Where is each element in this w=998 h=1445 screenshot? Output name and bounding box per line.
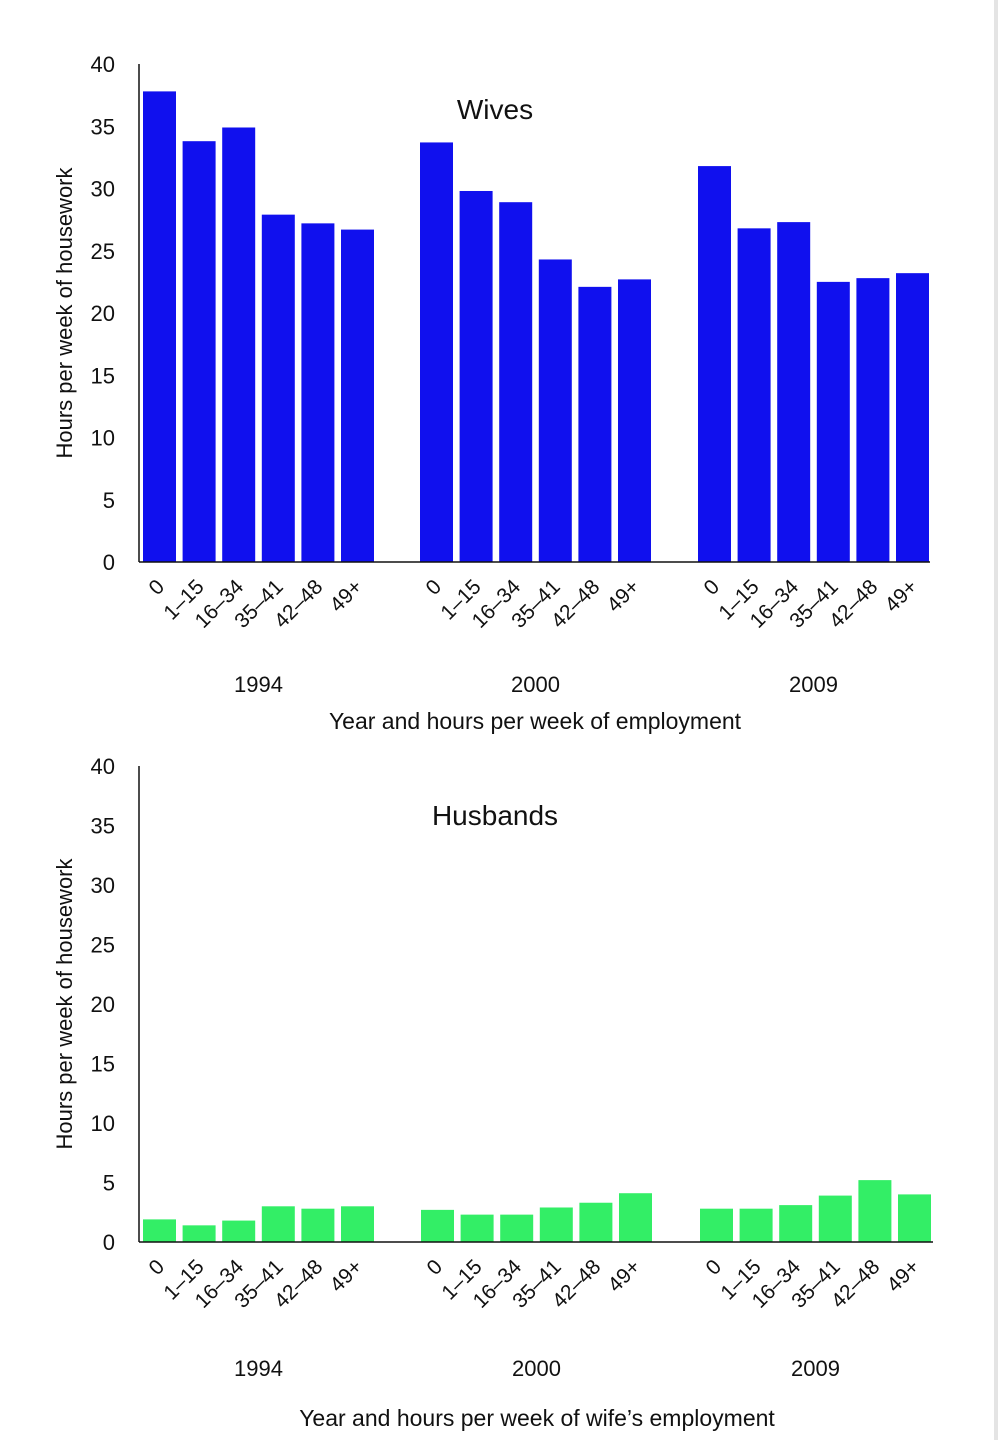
y-tick-label: 15 bbox=[91, 1052, 115, 1077]
bar-2009-1 bbox=[737, 228, 771, 562]
year-group-label: 2009 bbox=[791, 1356, 840, 1381]
wives-chart: 0 5 10 15 20 25 30 35 40 Hours per week of housew… bbox=[52, 52, 930, 734]
y-tick-label: 0 bbox=[103, 550, 115, 575]
bar-2009-1 bbox=[739, 1208, 773, 1242]
y-tick-label: 25 bbox=[91, 239, 115, 264]
year-group-label: 2000 bbox=[511, 672, 560, 697]
y-tick-label: 20 bbox=[91, 992, 115, 1017]
page-edge-divider bbox=[994, 0, 998, 1440]
bar-1994-1 bbox=[182, 1225, 216, 1242]
y-tick-label: 5 bbox=[103, 488, 115, 513]
husbands-chart-svg: 0 5 10 15 20 25 30 35 40 Hours per week of housew… bbox=[52, 754, 933, 1431]
bar-2009-0 bbox=[700, 1208, 733, 1242]
category-tick-label: 49+ bbox=[883, 1255, 924, 1296]
y-tick-label: 30 bbox=[91, 177, 115, 202]
bar-2000-0 bbox=[420, 142, 453, 562]
year-group-label: 1994 bbox=[234, 672, 283, 697]
bar-2000-1 bbox=[459, 190, 493, 563]
bar-2000-4 bbox=[579, 1202, 613, 1242]
category-tick-label: 49+ bbox=[603, 575, 644, 616]
y-tick-label: 0 bbox=[103, 1230, 115, 1255]
year-group-label: 2000 bbox=[512, 1356, 561, 1381]
category-tick-label: 49+ bbox=[326, 575, 367, 616]
bar-1994-0 bbox=[143, 1219, 176, 1242]
bar-2009-0 bbox=[698, 166, 731, 562]
bar-2000-3 bbox=[539, 1207, 573, 1242]
bar-1994-5 bbox=[341, 1206, 374, 1242]
bar-1994-4 bbox=[301, 223, 335, 563]
category-tick-label: 49+ bbox=[326, 1255, 367, 1296]
y-tick-label: 30 bbox=[91, 873, 115, 898]
bar-1994-1 bbox=[182, 141, 216, 562]
y-tick-label: 20 bbox=[91, 301, 115, 326]
bar-1994-3 bbox=[261, 1206, 295, 1242]
bar-2000-2 bbox=[499, 202, 533, 562]
bar-2000-0 bbox=[421, 1209, 454, 1242]
bar-2000-1 bbox=[460, 1214, 494, 1242]
x-axis-label: Year and hours per week of employment bbox=[329, 708, 742, 734]
category-tick-label: 0 bbox=[145, 1255, 170, 1280]
y-tick-label: 15 bbox=[91, 363, 115, 388]
bar-2009-4 bbox=[856, 278, 890, 562]
chart-title: Husbands bbox=[432, 800, 558, 831]
bar-2009-4 bbox=[858, 1180, 892, 1242]
category-tick-label: 0 bbox=[422, 575, 447, 600]
y-axis-label: Hours per week of housework bbox=[52, 857, 77, 1149]
bar-2009-2 bbox=[777, 222, 811, 563]
bar-2009-3 bbox=[816, 281, 850, 562]
bar-2009-3 bbox=[818, 1195, 852, 1242]
category-tick-label: 49+ bbox=[881, 575, 922, 616]
bar-2000-3 bbox=[538, 259, 572, 562]
bar-1994-3 bbox=[261, 214, 295, 562]
year-group-label: 1994 bbox=[234, 1356, 283, 1381]
bar-1994-0 bbox=[143, 91, 176, 562]
bar-2000-5 bbox=[618, 279, 651, 562]
y-tick-label: 35 bbox=[91, 114, 115, 139]
y-tick-label: 35 bbox=[91, 814, 115, 839]
category-tick-label: 0 bbox=[423, 1255, 448, 1280]
year-group-label: 2009 bbox=[789, 672, 838, 697]
x-axis-label: Year and hours per week of wife’s employ… bbox=[299, 1405, 775, 1431]
y-axis-label: Hours per week of housework bbox=[52, 166, 77, 458]
bar-2009-5 bbox=[898, 1194, 931, 1242]
bar-1994-2 bbox=[222, 127, 256, 563]
bar-2000-5 bbox=[619, 1193, 652, 1242]
husbands-chart: 0 5 10 15 20 25 30 35 40 Hours per week of housew… bbox=[0, 745, 998, 1440]
category-tick-label: 0 bbox=[702, 1255, 727, 1280]
y-tick-label: 40 bbox=[91, 52, 115, 77]
y-tick-label: 40 bbox=[91, 754, 115, 779]
y-tick-label: 10 bbox=[91, 426, 115, 451]
y-tick-label: 10 bbox=[91, 1111, 115, 1136]
category-tick-label: 0 bbox=[145, 575, 170, 600]
bar-2009-5 bbox=[896, 273, 929, 562]
category-tick-label: 49+ bbox=[604, 1255, 645, 1296]
bar-1994-5 bbox=[341, 229, 374, 562]
bar-2000-4 bbox=[578, 286, 612, 562]
y-tick-label: 25 bbox=[91, 933, 115, 958]
y-tick-label: 5 bbox=[103, 1171, 115, 1196]
bar-2000-2 bbox=[500, 1214, 534, 1242]
wives-chart-svg: 0 5 10 15 20 25 30 35 40 Hours per week of housew… bbox=[52, 52, 930, 734]
chart-title: Wives bbox=[457, 94, 533, 125]
bar-1994-2 bbox=[222, 1220, 256, 1242]
bar-2009-2 bbox=[779, 1205, 813, 1242]
bar-1994-4 bbox=[301, 1208, 335, 1242]
category-tick-label: 0 bbox=[700, 575, 725, 600]
